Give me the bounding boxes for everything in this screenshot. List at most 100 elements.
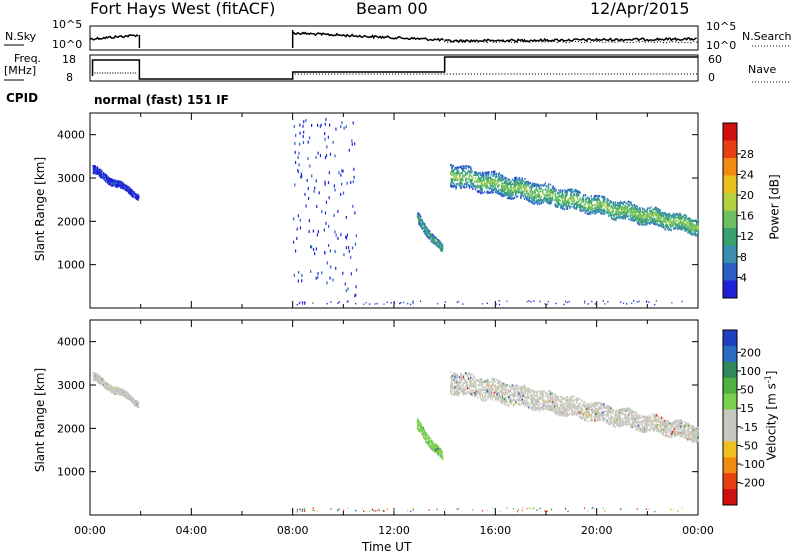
ground-echo — [376, 302, 378, 305]
echo-cell — [632, 207, 634, 210]
echo-streak — [355, 234, 357, 238]
echo-cell — [530, 196, 532, 199]
colorbar-tick-label: 16 — [740, 210, 754, 223]
echo-cell — [660, 220, 662, 223]
echo-cell — [137, 402, 139, 405]
echo-cell — [523, 181, 526, 184]
echo-cell — [534, 193, 536, 196]
echo-cell — [549, 199, 552, 202]
echo-cell — [468, 175, 470, 178]
nsearch-dot — [586, 41, 589, 43]
echo-streak — [320, 123, 322, 127]
echo-cell — [661, 211, 664, 214]
ground-echo — [486, 302, 488, 304]
echo-cell — [596, 204, 598, 207]
echo-cell — [432, 234, 435, 237]
ground-echo — [584, 302, 586, 304]
nave-dot — [549, 73, 552, 75]
echo-streak — [304, 192, 306, 196]
echo-cell — [632, 216, 634, 219]
echo-cell — [652, 219, 655, 222]
nsearch-dot — [456, 40, 458, 42]
nsearch-dot — [504, 40, 507, 43]
beam-title: Beam 00 — [356, 0, 428, 18]
echo-cell — [435, 451, 437, 454]
echo-cell — [99, 375, 101, 378]
echo-cell — [632, 217, 634, 220]
echo-cell — [689, 432, 692, 435]
echo-cell — [613, 218, 615, 221]
echo-streak — [307, 196, 310, 200]
echo-cell — [490, 180, 493, 183]
echo-cell — [458, 376, 460, 379]
echo-cell — [504, 181, 506, 184]
nsearch-dot — [672, 41, 674, 43]
echo-cell — [548, 193, 550, 196]
echo-streak — [309, 136, 311, 140]
echo-cell — [93, 169, 96, 172]
echo-cell — [573, 194, 575, 197]
echo-cell — [490, 173, 492, 176]
echo-streak — [340, 125, 342, 129]
echo-cell — [621, 202, 623, 205]
nave-dot — [553, 73, 555, 75]
echo-cell — [137, 404, 140, 407]
echo-cell — [435, 237, 438, 240]
echo-cell — [491, 183, 494, 186]
nsearch-dot — [614, 41, 616, 43]
echo-cell — [462, 168, 465, 171]
echo-cell — [119, 390, 122, 393]
echo-cell — [479, 172, 481, 175]
echo-cell — [697, 218, 699, 221]
echo-cell — [104, 387, 107, 390]
nsearch-dot — [468, 40, 470, 43]
echo-cell — [94, 172, 97, 175]
echo-cell — [667, 221, 669, 224]
ground-echo — [568, 300, 570, 303]
echo-cell — [584, 208, 586, 211]
echo-cell — [440, 456, 442, 459]
echo-cell — [441, 247, 443, 250]
echo-cell — [441, 243, 443, 246]
echo-cell — [504, 180, 506, 183]
echo-cell — [465, 176, 468, 179]
echo-cell — [669, 228, 672, 231]
nave-dot — [692, 73, 695, 75]
nave-dot — [638, 73, 640, 75]
echo-cell — [120, 186, 123, 189]
echo-cell — [694, 232, 696, 235]
echo-cell — [683, 214, 686, 217]
echo-cell — [117, 185, 119, 188]
echo-cell — [437, 450, 440, 453]
echo-cell — [503, 193, 505, 196]
echo-cell — [567, 202, 570, 205]
echo-cell — [505, 183, 508, 186]
echo-cell — [563, 207, 565, 210]
echo-streak — [317, 230, 319, 234]
echo-cell — [538, 192, 540, 195]
echo-cell — [643, 418, 645, 421]
echo-cell — [617, 210, 619, 213]
echo-cell — [647, 221, 649, 224]
echo-cell — [483, 172, 485, 175]
echo-cell — [524, 192, 526, 195]
echo-cell — [653, 221, 655, 224]
echo-cell — [520, 196, 522, 199]
echo-cell — [520, 179, 522, 182]
echo-streak — [337, 236, 339, 240]
echo-cell — [526, 198, 528, 201]
colorbar-cell — [723, 210, 737, 229]
echo-cell — [115, 185, 117, 188]
ground-echo — [296, 303, 298, 306]
nsearch-dot — [653, 41, 656, 44]
echo-cell — [424, 226, 427, 229]
echo-cell — [683, 217, 686, 220]
echo-cell — [455, 186, 458, 189]
echo-cell — [691, 224, 693, 227]
ground-echo — [594, 303, 596, 305]
echo-cell — [422, 221, 425, 224]
nave-dot — [385, 73, 387, 75]
echo-cell — [657, 213, 660, 216]
echo-cell — [521, 191, 524, 194]
